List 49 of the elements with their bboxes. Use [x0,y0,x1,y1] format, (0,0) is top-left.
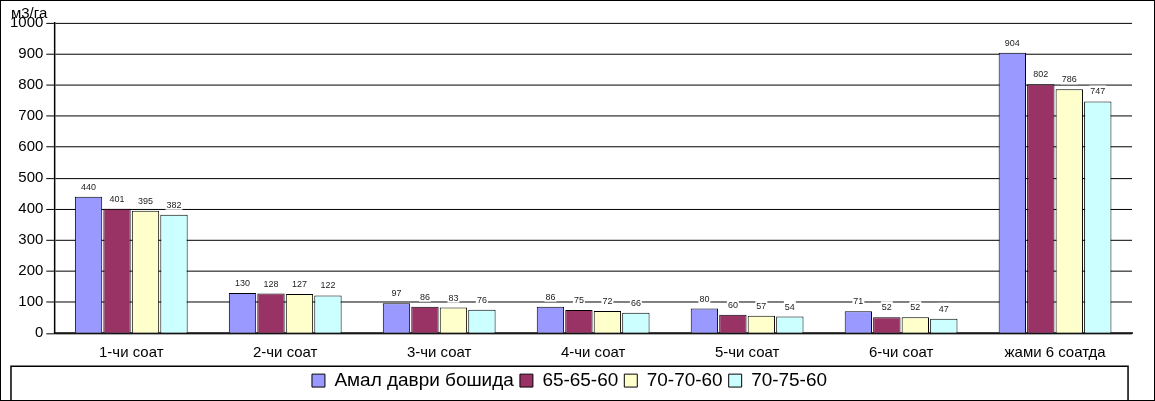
data-label: 66 [630,297,641,308]
data-label: 440 [81,181,97,192]
data-label: 75 [573,295,584,306]
data-label: 401 [109,193,125,204]
data-label: 71 [853,296,864,307]
legend-label: 70-75-60 [751,368,828,390]
y-tick-label: 800 [18,75,44,93]
y-tick-label: 100 [18,292,44,310]
data-label: 72 [602,296,613,306]
data-label: 83 [448,292,459,303]
legend-label: 70-70-60 [646,368,723,390]
data-label: 786 [1061,74,1077,85]
data-label: 747 [1090,86,1106,97]
data-label: 122 [320,280,336,291]
data-label: 60 [727,299,738,310]
data-label: 57 [756,300,767,311]
data-label: 904 [1004,37,1020,48]
x-tick-label: жами 6 соатда [1004,343,1107,361]
x-tick-label: 5-чи соат [714,343,780,361]
data-label: 52 [881,302,892,313]
y-tick-label: 300 [18,230,44,248]
data-label: 128 [263,278,279,289]
x-tick-label: 2-чи соат [253,343,318,361]
x-tick-label: 1-чи соат [99,343,164,361]
data-label: 97 [391,288,402,299]
data-label: 86 [419,291,430,302]
data-label: 127 [291,278,307,289]
y-tick-label: 200 [18,261,44,279]
x-tick-label: 6-чи соат [868,343,934,361]
data-label: 76 [476,294,487,305]
y-tick-label: 900 [18,44,44,62]
data-label: 52 [910,302,921,313]
legend-label: 65-65-60 [542,368,619,390]
y-tick-label: 500 [18,168,44,186]
data-label: 47 [938,303,949,314]
data-label: 80 [699,293,710,304]
legend-label: Амал даври бошида [334,368,515,390]
y-tick-label: 0 [34,323,44,341]
x-tick-label: 3-чи соат [406,343,472,361]
y-tick-label: 700 [18,106,44,124]
data-label: 382 [166,199,182,210]
data-label: 395 [138,195,153,206]
y-tick-label: 600 [18,137,44,155]
y-tick-label: 400 [18,199,44,217]
data-label: 54 [784,301,795,312]
data-label: 802 [1033,69,1049,80]
x-tick-label: 4-чи соат [560,343,626,361]
data-label: 130 [235,278,250,288]
data-label: 86 [545,291,556,302]
